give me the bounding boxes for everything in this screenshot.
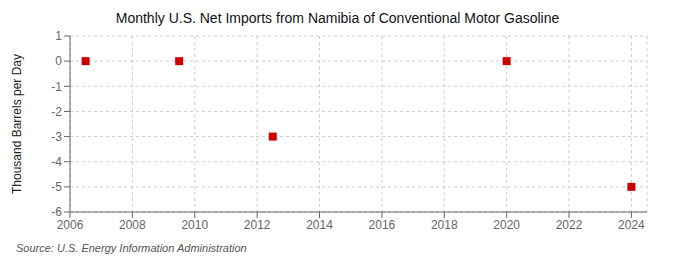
svg-text:2016: 2016 (369, 218, 396, 232)
svg-text:Thousand Barrels per Day: Thousand Barrels per Day (10, 54, 24, 194)
svg-text:2020: 2020 (493, 218, 520, 232)
svg-text:2012: 2012 (244, 218, 271, 232)
svg-text:-3: -3 (51, 130, 62, 144)
svg-text:2008: 2008 (119, 218, 146, 232)
svg-text:2010: 2010 (181, 218, 208, 232)
svg-text:2014: 2014 (306, 218, 333, 232)
svg-text:2006: 2006 (57, 218, 84, 232)
svg-text:-6: -6 (51, 205, 62, 219)
svg-text:2024: 2024 (618, 218, 645, 232)
svg-text:2018: 2018 (431, 218, 458, 232)
svg-text:-2: -2 (51, 105, 62, 119)
svg-text:1: 1 (55, 29, 62, 43)
html-text:Source: U.S. Energy Informatio: Source: U.S. Energy Information Administ… (16, 242, 247, 254)
svg-text:-5: -5 (51, 180, 62, 194)
svg-text:0: 0 (55, 54, 62, 68)
html-text:Monthly U.S. Net Imports from: Monthly U.S. Net Imports from Namibia of… (115, 10, 560, 26)
svg-text:-1: -1 (51, 80, 62, 94)
svg-text:-4: -4 (51, 155, 62, 169)
svg-text:2022: 2022 (556, 218, 583, 232)
